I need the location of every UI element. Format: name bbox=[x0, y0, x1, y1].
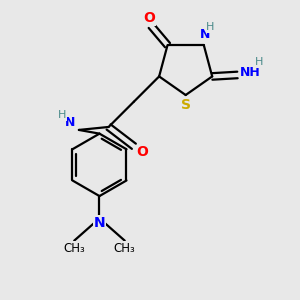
Text: N: N bbox=[94, 216, 105, 230]
Text: CH₃: CH₃ bbox=[63, 242, 85, 255]
Text: O: O bbox=[136, 145, 148, 159]
Text: O: O bbox=[144, 11, 156, 26]
Text: H: H bbox=[58, 110, 67, 120]
Text: N: N bbox=[65, 116, 75, 129]
Text: NH: NH bbox=[240, 66, 260, 79]
Text: S: S bbox=[181, 98, 191, 112]
Text: CH₃: CH₃ bbox=[114, 242, 136, 255]
Text: H: H bbox=[206, 22, 214, 32]
Text: N: N bbox=[200, 28, 211, 41]
Text: H: H bbox=[255, 58, 263, 68]
